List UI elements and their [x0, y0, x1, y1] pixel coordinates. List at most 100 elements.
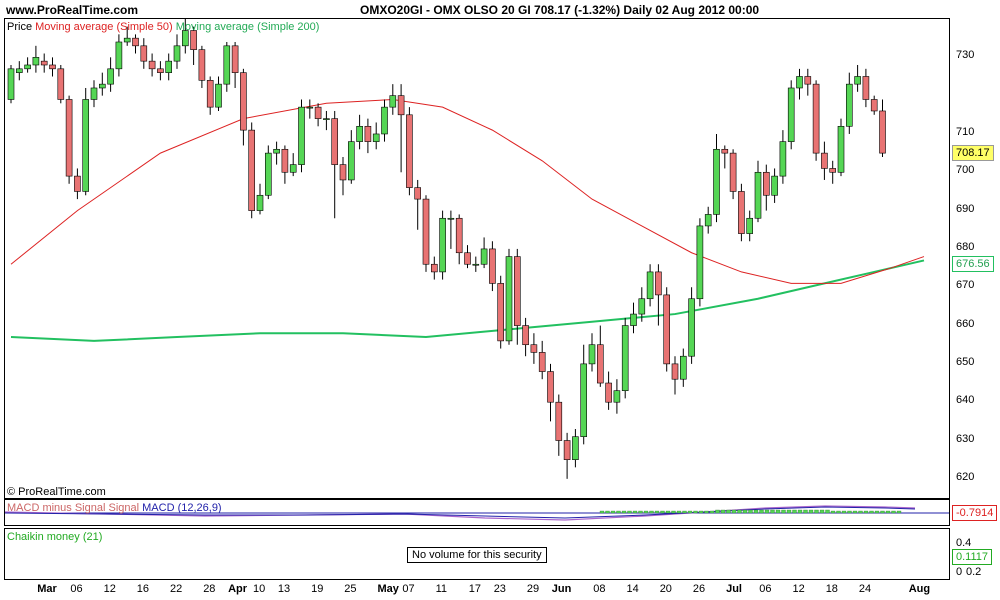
- candle: [854, 64, 861, 92]
- macd-hist-bar: [742, 509, 748, 514]
- price-panel[interactable]: Price Moving average (Simple 50) Moving …: [4, 18, 950, 499]
- candle: [588, 333, 596, 372]
- x-tick-label: Aug: [908, 583, 931, 595]
- x-tick-label: 29: [526, 583, 540, 595]
- candle: [605, 371, 612, 410]
- candle: [223, 41, 231, 92]
- chaikin-tick-zero: 0: [956, 566, 963, 578]
- candle-body: [572, 436, 579, 460]
- macd-hist-bar: [891, 510, 896, 514]
- macd-hist-bar: [676, 510, 682, 514]
- site-name[interactable]: www.ProRealTime.com: [6, 3, 139, 17]
- chaikin-panel[interactable]: Chaikin money (21) No volume for this se…: [4, 528, 950, 580]
- candle-body: [688, 298, 695, 357]
- price-chart: [7, 19, 925, 479]
- candle: [804, 68, 812, 96]
- candle-body: [190, 30, 197, 50]
- candle: [530, 333, 538, 364]
- candle-body: [240, 72, 247, 131]
- macd-panel[interactable]: MACD minus Signal Signal MACD (12,26,9): [4, 499, 950, 526]
- candle: [738, 183, 745, 242]
- macd-hist-bar: [775, 509, 781, 514]
- candle-body: [74, 175, 81, 192]
- candle-body: [256, 194, 264, 211]
- y-tick-label: 700: [956, 164, 975, 177]
- candle-body: [65, 99, 73, 177]
- macd-hist-bar: [660, 510, 665, 514]
- candle: [16, 61, 23, 81]
- candle-body: [879, 110, 886, 154]
- candle-body: [364, 125, 372, 142]
- y-tick-label: 650: [956, 355, 975, 368]
- candle-body: [621, 325, 629, 392]
- macd-hist-bar: [720, 509, 726, 514]
- x-tick-label: Jun: [551, 583, 572, 595]
- candle: [779, 130, 787, 184]
- candle: [821, 141, 828, 180]
- candle-body: [762, 171, 770, 196]
- y-tick-label: 620: [956, 470, 975, 483]
- macd-hist-bar: [632, 510, 638, 514]
- candle: [215, 76, 222, 111]
- macd-hist-bar: [781, 509, 786, 514]
- x-tick-label: 26: [692, 583, 706, 595]
- candle-body: [638, 298, 646, 315]
- y-tick-label: 660: [956, 317, 975, 330]
- candle-body: [472, 263, 480, 266]
- candle-body: [821, 152, 828, 169]
- candle-body: [339, 164, 347, 181]
- x-tick-label: 17: [468, 583, 482, 595]
- candle-body: [779, 141, 787, 177]
- candle: [264, 145, 272, 200]
- x-tick-label: 07: [402, 583, 415, 595]
- candle: [132, 34, 139, 54]
- macd-hist-bar: [605, 510, 610, 514]
- candle: [389, 84, 397, 115]
- x-tick-label: 06: [70, 583, 83, 595]
- candle-body: [389, 95, 397, 108]
- candle-body: [430, 263, 438, 273]
- x-tick-label: 24: [858, 583, 872, 595]
- macd-hist-bar: [792, 509, 797, 514]
- candle: [771, 168, 778, 203]
- x-tick-label: Apr: [228, 583, 248, 595]
- candle-body: [580, 363, 588, 437]
- ma200-line: [10, 259, 925, 342]
- candle-body: [57, 68, 65, 100]
- candle-body: [90, 87, 98, 100]
- candle: [65, 95, 73, 184]
- candle-body: [655, 271, 662, 296]
- candle-body: [157, 68, 164, 73]
- macd-hist-bar: [627, 510, 632, 514]
- macd-hist-bar: [715, 509, 720, 514]
- macd-hist-bar: [825, 509, 830, 514]
- candle-body: [331, 118, 339, 165]
- x-tick-label: 14: [626, 583, 639, 595]
- candle-body: [787, 87, 795, 142]
- candle: [140, 38, 148, 69]
- macd-hist-bar: [803, 509, 808, 514]
- candle-body: [497, 283, 505, 342]
- macd-hist-bar: [874, 510, 880, 514]
- candle: [148, 53, 156, 77]
- candle: [630, 302, 637, 334]
- macd-hist-bar: [852, 510, 858, 514]
- candle-body: [829, 168, 837, 173]
- candle-body: [281, 148, 289, 173]
- candle-body: [771, 175, 778, 196]
- candle-body: [455, 217, 463, 254]
- candle: [580, 344, 588, 445]
- x-tick-label: May: [377, 583, 399, 595]
- macd-hist-bar: [748, 509, 753, 514]
- candle: [82, 87, 89, 196]
- candle-body: [99, 83, 106, 89]
- candle-body: [115, 41, 123, 70]
- candle: [796, 68, 803, 100]
- candle: [397, 84, 405, 173]
- candle: [696, 218, 704, 307]
- candle-body: [696, 225, 704, 300]
- chaikin-tick-2: 0.2: [966, 566, 982, 578]
- legend-ma50: Moving average (Simple 50): [35, 21, 173, 33]
- macd-legend: MACD minus Signal Signal MACD (12,26,9): [7, 502, 222, 514]
- macd-value: -0.7914: [952, 505, 998, 521]
